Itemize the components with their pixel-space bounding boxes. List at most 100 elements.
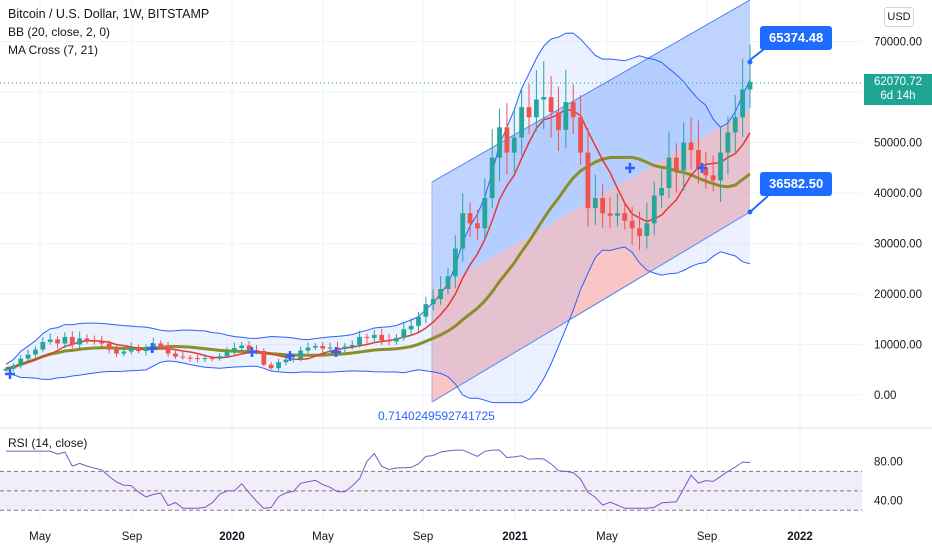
candle-body — [570, 102, 576, 118]
candle-body — [408, 325, 414, 330]
candle-body — [629, 220, 635, 229]
candles — [3, 44, 753, 372]
candle-body — [622, 213, 628, 221]
channel-lower-line — [431, 211, 751, 403]
candle-body — [585, 152, 591, 209]
candle-body — [475, 223, 480, 229]
rsi-line — [6, 449, 751, 509]
candle-body — [231, 348, 237, 352]
candle-body — [99, 341, 105, 344]
lower-callout-anchor — [747, 209, 753, 215]
candle-body — [592, 198, 598, 209]
currency-button[interactable]: USD — [884, 7, 914, 27]
lower-channel-price-callout: 36582.50 — [760, 172, 833, 196]
candle-body — [725, 132, 731, 153]
candle-body — [703, 167, 709, 176]
last-price-value: 62070.72 — [874, 76, 922, 88]
candle-body — [504, 127, 510, 153]
candle-body — [349, 345, 355, 347]
candle-body — [283, 359, 289, 363]
time-tick-label: 2021 — [502, 531, 528, 543]
price-tick-label: 20000.00 — [874, 289, 922, 301]
price-tick-label: 30000.00 — [874, 239, 922, 251]
candle-body — [430, 299, 436, 305]
candle-body — [91, 340, 97, 342]
candle-body — [673, 157, 679, 171]
candle-body — [3, 368, 9, 371]
candle-body — [482, 198, 488, 229]
candle-body — [290, 358, 296, 360]
last-price-tag: 62070.72 6d 14h — [864, 74, 932, 105]
cross-marker — [5, 369, 15, 379]
rsi-legend[interactable]: RSI (14, close) — [8, 436, 88, 450]
candle-body — [386, 340, 392, 342]
candle-body — [312, 346, 318, 348]
upper-callout-anchor — [747, 59, 753, 65]
cross-marker — [247, 347, 257, 357]
ma-cross-legend[interactable]: MA Cross (7, 21) — [8, 43, 99, 57]
candle-body — [607, 213, 613, 216]
candle-body — [165, 346, 171, 354]
candle-body — [246, 345, 252, 351]
candle-body — [615, 213, 620, 216]
price-tick-label: 50000.00 — [874, 138, 922, 150]
candle-body — [268, 364, 274, 369]
candle-body — [25, 354, 31, 359]
bollinger-upper — [5, 32, 751, 365]
candle-body — [47, 339, 53, 342]
candle-body — [460, 213, 466, 249]
candle-body — [511, 137, 517, 153]
candle-body — [600, 198, 606, 214]
candle-body — [578, 117, 583, 153]
cross-marker — [331, 347, 341, 357]
candle-body — [254, 350, 259, 352]
candle-body — [121, 351, 127, 354]
ma-cross-markers — [5, 163, 707, 379]
candle-body — [106, 343, 112, 350]
candle-body — [342, 346, 348, 350]
candle-body — [150, 343, 156, 349]
candle-body — [416, 316, 421, 326]
candle-body — [357, 336, 362, 346]
bb-indicator-legend[interactable]: BB (20, close, 2, 0) — [8, 25, 111, 39]
candle-body — [710, 175, 716, 181]
candle-body — [18, 358, 24, 366]
candle-body — [217, 356, 223, 359]
time-tick-label: May — [596, 531, 618, 543]
candle-body — [467, 213, 473, 224]
candle-body — [423, 304, 429, 317]
price-tick-label: 70000.00 — [874, 37, 922, 49]
candle-body — [187, 357, 193, 359]
candle-body — [519, 107, 525, 138]
candle-body — [556, 112, 561, 130]
time-tick-label: Sep — [697, 531, 717, 543]
candle-body — [33, 349, 38, 355]
candle-body — [40, 341, 46, 350]
price-tick-label: 10000.00 — [874, 340, 922, 352]
candle-body — [224, 351, 230, 357]
cross-marker — [147, 343, 157, 353]
candle-body — [526, 107, 532, 118]
candle-body — [548, 97, 554, 113]
candle-body — [320, 346, 326, 349]
candle-body — [69, 336, 75, 345]
candle-body — [62, 336, 68, 344]
cross-marker — [697, 163, 707, 173]
candle-body — [10, 365, 16, 369]
symbol-title[interactable]: Bitcoin / U.S. Dollar, 1W, BITSTAMP — [8, 7, 210, 21]
candle-body — [637, 228, 642, 236]
candle-body — [84, 338, 90, 341]
candle-body — [298, 350, 304, 359]
cross-marker — [285, 351, 295, 361]
candle-body — [158, 343, 164, 347]
candle-body — [202, 358, 208, 360]
lower-callout-connector — [749, 195, 769, 213]
time-tick-label: May — [312, 531, 334, 543]
candle-body — [55, 339, 60, 344]
candle-body — [445, 276, 451, 289]
candle-body — [644, 223, 650, 236]
candle-body — [438, 288, 444, 300]
bar-countdown: 6d 14h — [880, 90, 916, 102]
